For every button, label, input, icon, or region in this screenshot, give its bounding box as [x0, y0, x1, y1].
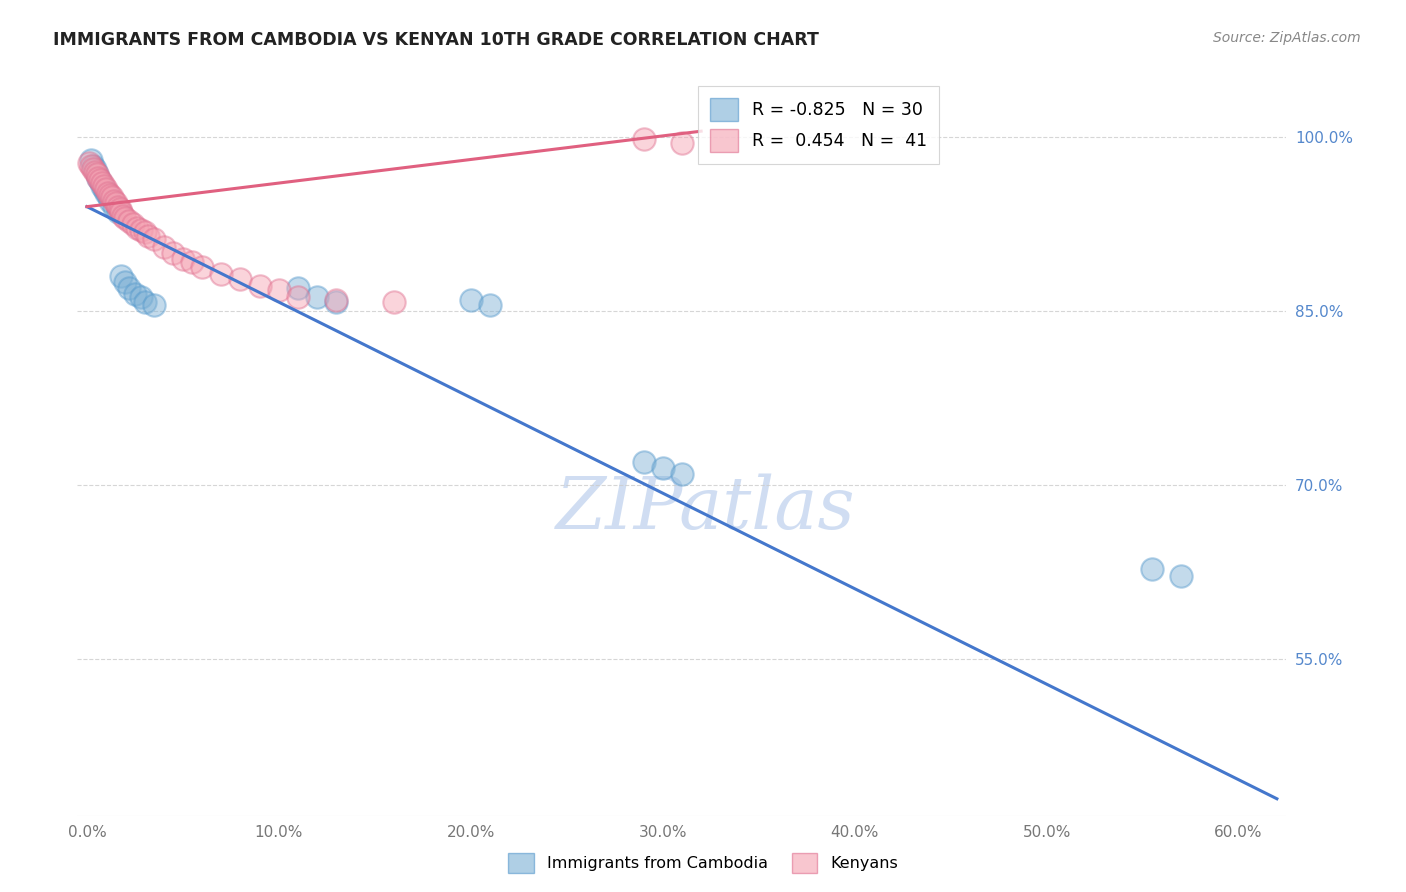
Point: [94, 186, 117, 200]
Point: [138, 228, 160, 243]
Point: [478, 298, 501, 312]
Point: [229, 271, 252, 285]
Point: [287, 290, 309, 304]
Point: [152, 240, 174, 254]
Point: [80, 159, 103, 173]
Point: [104, 196, 127, 211]
Point: [134, 294, 156, 309]
Point: [172, 252, 194, 266]
Point: [671, 467, 693, 481]
Point: [181, 255, 204, 269]
Point: [108, 202, 131, 216]
Point: [91, 178, 114, 193]
Point: [267, 283, 290, 297]
Point: [633, 455, 655, 469]
Point: [1140, 562, 1163, 576]
Point: [633, 132, 655, 146]
Point: [91, 177, 114, 191]
Point: [129, 223, 152, 237]
Point: [107, 200, 129, 214]
Point: [89, 174, 111, 188]
Point: [191, 260, 214, 274]
Point: [287, 281, 309, 295]
Legend: R = -0.825   N = 30, R =  0.454   N =  41: R = -0.825 N = 30, R = 0.454 N = 41: [699, 87, 939, 164]
Text: IMMIGRANTS FROM CAMBODIA VS KENYAN 10TH GRADE CORRELATION CHART: IMMIGRANTS FROM CAMBODIA VS KENYAN 10TH …: [53, 31, 820, 49]
Point: [460, 293, 482, 307]
Point: [122, 217, 145, 231]
Point: [107, 205, 129, 219]
Point: [83, 165, 105, 179]
Point: [80, 153, 103, 168]
Point: [1170, 569, 1192, 583]
Point: [86, 167, 108, 181]
Point: [671, 136, 693, 150]
Point: [87, 170, 110, 185]
Point: [209, 267, 232, 281]
Point: [110, 269, 132, 284]
Point: [162, 246, 184, 260]
Point: [82, 162, 104, 177]
Point: [118, 213, 141, 227]
Legend: Immigrants from Cambodia, Kenyans: Immigrants from Cambodia, Kenyans: [502, 847, 904, 880]
Point: [101, 190, 124, 204]
Point: [325, 294, 347, 309]
Point: [77, 155, 100, 169]
Point: [94, 182, 117, 196]
Point: [114, 275, 136, 289]
Point: [125, 220, 148, 235]
Point: [98, 188, 121, 202]
Point: [249, 278, 271, 293]
Point: [103, 194, 125, 208]
Point: [93, 182, 115, 196]
Point: [82, 159, 104, 173]
Point: [129, 290, 152, 304]
Point: [124, 286, 146, 301]
Point: [114, 211, 136, 226]
Point: [83, 162, 105, 177]
Point: [97, 188, 120, 202]
Point: [89, 173, 111, 187]
Point: [93, 178, 115, 193]
Text: Source: ZipAtlas.com: Source: ZipAtlas.com: [1213, 31, 1361, 45]
Point: [382, 294, 405, 309]
Point: [134, 225, 156, 239]
Point: [86, 167, 108, 181]
Point: [87, 170, 110, 185]
Point: [110, 205, 132, 219]
Point: [651, 461, 673, 475]
Text: ZIPatlas: ZIPatlas: [557, 474, 856, 544]
Point: [325, 293, 347, 307]
Point: [143, 232, 166, 246]
Point: [118, 281, 141, 295]
Point: [143, 298, 166, 312]
Point: [112, 209, 135, 223]
Point: [103, 200, 125, 214]
Point: [307, 290, 329, 304]
Point: [97, 186, 120, 200]
Point: [98, 194, 121, 208]
